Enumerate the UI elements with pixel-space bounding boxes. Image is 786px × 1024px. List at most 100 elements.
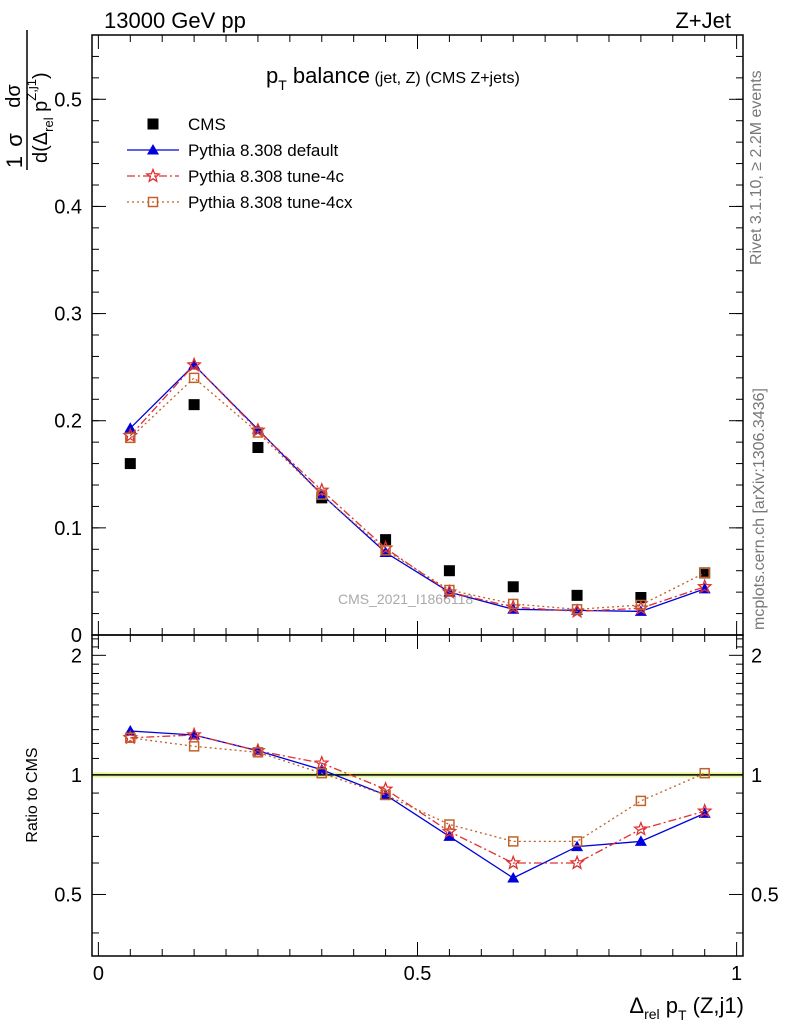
ratio-series-line: [130, 734, 705, 864]
legend-marker: [147, 118, 159, 130]
data-point: [252, 442, 264, 453]
series-line: [129, 364, 705, 613]
ratio-data-point: [186, 726, 203, 742]
ratio-panel: 0.5 0.5 1 1 2 2 0 0.5 1: [54, 634, 779, 985]
analysis-watermark: CMS_2021_I1866118: [338, 591, 473, 607]
legend: CMS Pythia 8.308 default Pythia 8.308 tune…: [127, 115, 353, 212]
ratio-data-point: [569, 854, 585, 870]
ratio-y-tick-label: 0.5: [54, 884, 82, 906]
data-point: [699, 567, 711, 579]
data-point: [124, 422, 137, 433]
data-point: [571, 604, 583, 615]
ratio-data-point: [633, 820, 649, 836]
ratio-y-tick-label: 2: [71, 645, 82, 667]
data-point: [443, 565, 455, 577]
data-point: [313, 482, 330, 498]
ratio-data-point: [635, 795, 647, 807]
ratio-data-point: [380, 789, 391, 801]
ratio-data-point: [377, 781, 394, 796]
ratio-y-tick-label-right: 1: [751, 765, 762, 787]
data-point: [188, 372, 200, 384]
ratio-data-point: [188, 741, 200, 752]
data-point: [380, 534, 392, 546]
main-panel: 0 0.1 0.2 0.3 0.4 0.5: [54, 34, 744, 647]
svg-text:σ: σ: [2, 133, 27, 147]
ratio-data-point: [444, 819, 455, 830]
legend-item-cms: CMS: [147, 115, 226, 134]
ratio-series-line: [130, 737, 705, 843]
ratio-series-pythia-8-308-tune-4c: [122, 726, 713, 870]
ratio-series-line: [130, 730, 705, 879]
ratio-y-tick-label: 1: [71, 765, 82, 787]
legend-label: Pythia 8.308 tune-4c: [188, 167, 344, 186]
ratio-data-point: [634, 835, 647, 846]
plot-title: pT balance (jet, Z) (CMS Z+jets): [266, 63, 520, 93]
ratio-data-point: [443, 830, 456, 841]
series-pythia-8-308-default: [124, 359, 711, 616]
ratio-y-tick-label-right: 0.5: [751, 884, 779, 906]
x-tick-label: 1: [731, 963, 742, 985]
legend-label: Pythia 8.308 tune-4cx: [188, 193, 353, 212]
svg-text:1: 1: [2, 156, 27, 168]
ratio-data-point: [699, 767, 710, 779]
svg-text:dσ: dσ: [3, 84, 25, 108]
ratio-y-tick-label-right: 2: [751, 645, 762, 667]
data-point: [188, 399, 200, 411]
legend-label: CMS: [188, 115, 226, 134]
mcplots-label: mcplots.cern.ch [arXiv:1306.3436]: [751, 388, 768, 630]
series-line: [129, 377, 705, 610]
y-tick-label: 0.4: [54, 196, 82, 218]
y-tick-label: 0.3: [54, 304, 82, 326]
legend-item-pythia-8-308-tune-4cx: Pythia 8.308 tune-4cx: [127, 193, 353, 212]
y-tick-label: 0.2: [54, 411, 82, 433]
top-y-axis-label: 1 σ dσ d(Δrel pZ,j1 ): [2, 30, 56, 170]
data-point: [125, 432, 136, 444]
x-tick-label: 0: [93, 963, 104, 985]
x-axis-label: Δrel pT (Z,j1): [629, 993, 744, 1023]
ratio-data-point: [696, 802, 713, 818]
data-point: [444, 584, 455, 596]
header-energy: 13000 GeV pp: [104, 8, 246, 33]
data-point: [696, 578, 713, 594]
data-point: [316, 489, 328, 500]
data-point: [252, 427, 264, 438]
header-process: Z+Jet: [675, 8, 731, 33]
legend-marker: [145, 167, 161, 183]
legend-marker: [147, 144, 159, 155]
ratio-series-pythia-8-308-default: [124, 724, 711, 883]
x-tick-label: 0.5: [404, 963, 432, 985]
data-point: [507, 581, 519, 593]
legend-item-pythia-8-308-default: Pythia 8.308 default: [127, 141, 339, 160]
y-tick-label: 0.1: [54, 518, 82, 540]
ratio-data-point: [507, 836, 519, 847]
series-pythia-8-308-tune-4cx: [125, 372, 710, 615]
data-point: [635, 599, 647, 611]
svg-text:d(Δrel pZ,j1 ): d(Δrel pZ,j1 ): [24, 72, 56, 163]
legend-label: Pythia 8.308 default: [188, 141, 339, 160]
data-point: [186, 356, 202, 372]
data-point: [380, 545, 391, 556]
legend-marker: [147, 196, 159, 208]
y-tick-label: 0: [71, 625, 82, 647]
data-point: [635, 592, 647, 603]
ratio-series-pythia-8-308-tune-4cx: [125, 732, 710, 847]
ratio-data-point: [252, 747, 264, 758]
data-point: [571, 589, 583, 601]
ratio-frame: [91, 634, 744, 957]
data-point: [124, 458, 136, 470]
ratio-data-point: [571, 836, 583, 847]
ratio-data-point: [507, 872, 520, 883]
ratio-y-axis-label: Ratio to CMS: [24, 747, 41, 842]
ratio-data-point: [313, 754, 330, 770]
ratio-data-point: [125, 732, 136, 744]
y-tick-label: 0.5: [54, 89, 82, 111]
legend-item-pythia-8-308-tune-4c: Pythia 8.308 tune-4c: [127, 167, 344, 186]
data-point: [699, 567, 710, 579]
data-point: [507, 598, 519, 610]
ratio-data-point: [505, 854, 522, 870]
ratio-data-point: [316, 767, 328, 779]
series-line: [129, 364, 705, 613]
rivet-label: Rivet 3.1.10, ≥ 2.2M events: [748, 70, 765, 265]
series-pythia-8-308-tune-4c: [122, 356, 713, 619]
